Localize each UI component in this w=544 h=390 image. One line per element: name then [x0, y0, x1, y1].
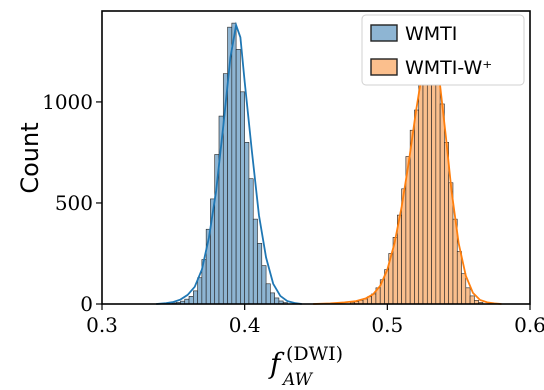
bar-series-0-bin-19	[252, 218, 258, 305]
legend-swatch-wmti	[370, 24, 398, 42]
bar-series-0-bin-4	[188, 296, 194, 305]
plot-frame	[101, 10, 531, 305]
x-axis-label-superscript: (DWI)	[286, 343, 343, 365]
bar-series-0-bin-5	[193, 290, 198, 305]
legend-swatch-wmti-w	[370, 58, 398, 76]
bar-series-1-bin-27	[465, 287, 471, 305]
y-tick-label-1: 500	[55, 191, 93, 215]
bar-series-0-bin-23	[270, 292, 275, 305]
bar-series-1-bin-17	[422, 53, 428, 305]
bar-series-0-bin-15	[235, 49, 241, 305]
ticks-layer: 0.3 0.4 0.5 0.6 0 500 1000	[42, 90, 544, 337]
bar-series-0-bin-22	[265, 283, 271, 305]
x-axis-label-subscript: AW	[281, 370, 314, 390]
x-tick-label-1: 0.4	[229, 313, 261, 337]
x-tick-label-2: 0.5	[371, 313, 403, 337]
bar-series-1-bin-20	[435, 69, 441, 305]
bar-series-1-bin-19	[431, 47, 437, 305]
bar-series-0-bin-21	[261, 265, 267, 305]
x-tick-label-0: 0.3	[86, 313, 118, 337]
bar-series-0-bin-20	[257, 243, 263, 305]
legend-label-wmti-w: WMTI-W⁺	[405, 57, 492, 79]
bar-series-0-bin-24	[274, 297, 280, 305]
bar-series-0-bin-14	[231, 22, 237, 305]
legend: WMTI WMTI-W⁺	[361, 14, 525, 86]
x-axis-label: f (DWI) AW	[268, 343, 343, 390]
legend-label-wmti: WMTI	[405, 23, 457, 45]
bar-series-1-bin-15	[414, 109, 420, 305]
kde-line-series-0	[156, 21, 302, 305]
y-tick-label-0: 0	[80, 292, 93, 316]
bar-series-1-bin-25	[456, 251, 462, 305]
bar-series-1-bin-26	[461, 273, 467, 305]
bar-series-0-bin-16	[240, 91, 245, 305]
bar-series-1-bin-14	[409, 129, 415, 305]
bar-series-0-bin-6	[197, 277, 203, 305]
x-tick-label-3: 0.6	[514, 313, 544, 337]
bar-series-0-bin-17	[244, 142, 250, 305]
bar-series-1-bin-16	[418, 81, 424, 305]
bar-series-1-bin-21	[439, 103, 445, 305]
bar-series-1-bin-28	[469, 295, 475, 305]
bar-series-0-bin-18	[248, 178, 254, 305]
y-axis-label: Count	[16, 122, 44, 193]
y-tick-label-2: 1000	[42, 90, 93, 114]
bar-series-1-bin-22	[444, 142, 449, 305]
legend-frame	[361, 14, 525, 86]
